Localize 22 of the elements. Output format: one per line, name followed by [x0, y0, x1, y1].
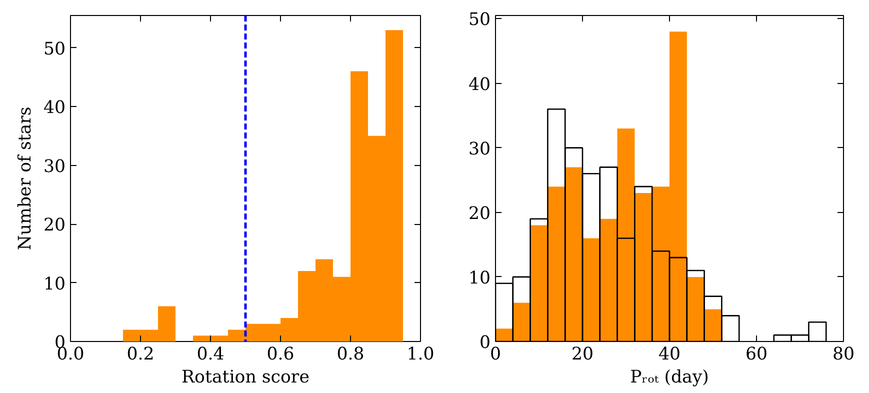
y-axis-title: Number of stars: [15, 106, 36, 250]
x-axis-title: Rotation score: [182, 368, 310, 388]
x-tick-label: 0.4: [196, 344, 224, 364]
y-tick-label: 20: [468, 204, 491, 224]
x-tick-label: 0.8: [336, 344, 364, 364]
y-tick-label: 40: [468, 74, 491, 95]
x-tick-label: 60: [745, 344, 768, 364]
x-tick-label: 0.2: [126, 344, 154, 364]
y-tick-label: 50: [43, 39, 66, 60]
y-tick-label: 50: [468, 10, 491, 30]
x-axis-title: Pᵣₒₜ (day): [630, 368, 709, 388]
y-tick-label: 30: [43, 156, 66, 177]
x-tick-label: 1.0: [406, 344, 434, 364]
x-tick-label: 20: [571, 344, 594, 364]
x-tick-label: 40: [658, 344, 681, 364]
y-tick-label: 30: [468, 139, 491, 160]
x-tick-label: 80: [832, 344, 855, 364]
y-tick-label: 20: [43, 216, 66, 236]
x-tick-label: 0.6: [266, 344, 294, 364]
y-tick-label: 10: [468, 268, 491, 288]
y-tick-label: 10: [43, 274, 66, 294]
y-tick-label: 40: [43, 98, 66, 118]
